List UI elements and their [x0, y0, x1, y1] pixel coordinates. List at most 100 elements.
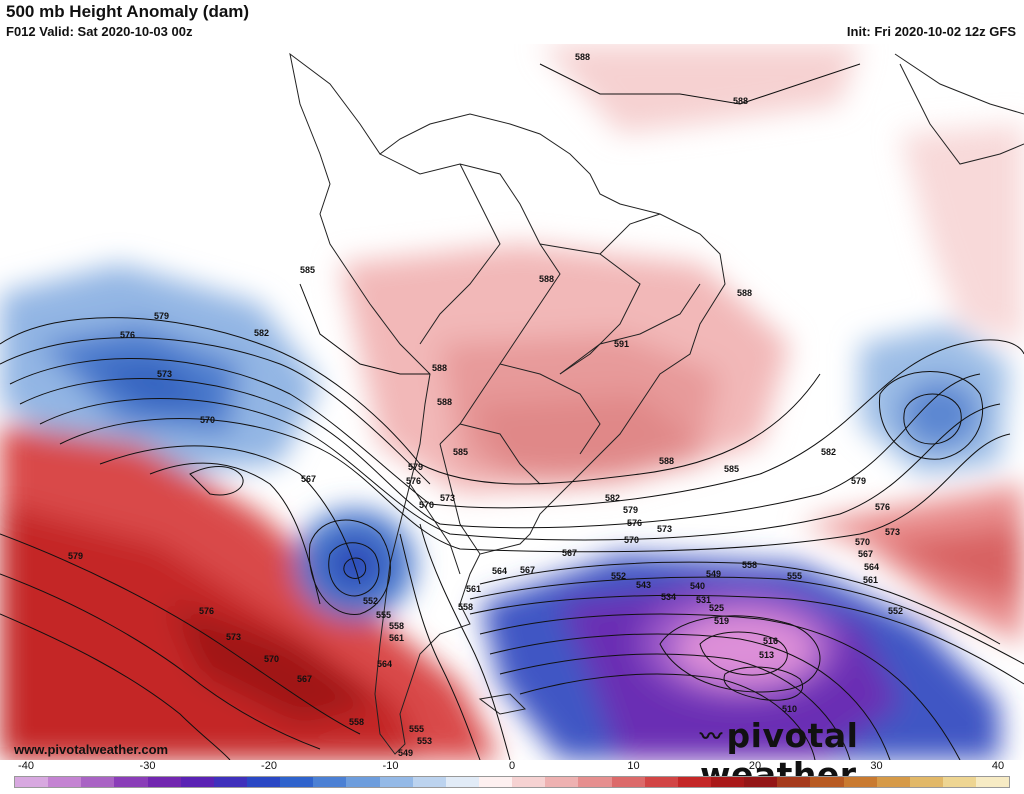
- contour-label: 558: [349, 717, 364, 727]
- contour-label: 561: [466, 584, 481, 594]
- colorbar-swatch: [147, 777, 181, 787]
- contour-label: 552: [611, 571, 626, 581]
- contour-label: 576: [406, 476, 421, 486]
- contour-label: 561: [389, 633, 404, 643]
- contour-label: 576: [875, 502, 890, 512]
- contour-label: 573: [657, 524, 672, 534]
- coastlines: [289, 52, 1024, 755]
- header: 500 mb Height Anomaly (dam) F012 Valid: …: [0, 0, 1024, 44]
- colorbar-tick-label: -10: [382, 760, 399, 772]
- map-panel: 588 588 585 588 588 591 588 579 582 576 …: [0, 44, 1024, 760]
- colorbar-swatch: [710, 777, 745, 787]
- colorbar-swatch: [942, 777, 977, 787]
- contour-label: 558: [742, 560, 757, 570]
- colorbar: [14, 776, 1010, 788]
- colorbar-swatch: [876, 777, 910, 787]
- valid-time: F012 Valid: Sat 2020-10-03 00z: [6, 24, 193, 39]
- contour-label: 534: [661, 592, 676, 602]
- contour-label: 510: [782, 704, 797, 714]
- colorbar-swatch: [48, 777, 82, 787]
- colorbar-swatch: [611, 777, 645, 787]
- contour-label: 579: [851, 476, 866, 486]
- contour-label: 576: [199, 606, 214, 616]
- colorbar-swatch: [81, 777, 115, 787]
- contour-label: 555: [376, 610, 391, 620]
- contour-label: 588: [733, 96, 748, 106]
- contour-label: 582: [605, 493, 620, 503]
- contour-label: 516: [763, 636, 778, 646]
- colorbar-swatch: [677, 777, 711, 787]
- colorbar-swatch: [545, 777, 579, 787]
- height-contours: [0, 63, 1024, 760]
- colorbar-swatch: [213, 777, 247, 787]
- contour-label: 549: [398, 748, 413, 758]
- contour-label: 591: [614, 339, 629, 349]
- colorbar-swatch: [379, 777, 413, 787]
- contour-label: 555: [787, 571, 802, 581]
- contour-labels: 588 588 585 588 588 591 588 579 582 576 …: [68, 52, 903, 758]
- contour-label: 543: [636, 580, 651, 590]
- contour-label: 540: [690, 581, 705, 591]
- init-time: Init: Fri 2020-10-02 12z GFS: [846, 24, 1016, 39]
- colorbar-tick-label: 40: [991, 760, 1005, 772]
- colorbar-swatch: [843, 777, 877, 787]
- colorbar-swatch: [810, 777, 844, 787]
- colorbar-swatch: [280, 777, 314, 787]
- contour-label: 588: [432, 363, 447, 373]
- colorbar-tick-label: 20: [748, 760, 762, 772]
- pivotal-weather-logo-icon: 〰: [700, 725, 723, 750]
- colorbar-swatch: [346, 777, 380, 787]
- contour-label: 564: [492, 566, 507, 576]
- colorbar-swatch: [976, 777, 1010, 787]
- contour-label: 585: [724, 464, 739, 474]
- contour-label: 558: [389, 621, 404, 631]
- contour-label: 588: [737, 288, 752, 298]
- contour-label: 570: [200, 415, 215, 425]
- contour-label: 579: [408, 462, 423, 472]
- contour-label: 573: [157, 369, 172, 379]
- contour-label: 513: [759, 650, 774, 660]
- contour-label: 570: [419, 500, 434, 510]
- contour-label: 570: [624, 535, 639, 545]
- contour-label: 549: [706, 569, 721, 579]
- map-title: 500 mb Height Anomaly (dam): [6, 2, 250, 21]
- contour-label: 564: [377, 659, 392, 669]
- colorbar-swatch: [478, 777, 513, 787]
- contour-label: 588: [659, 456, 674, 466]
- colorbar-swatch: [644, 777, 678, 787]
- contour-label: 573: [440, 493, 455, 503]
- contour-label: 573: [885, 527, 900, 537]
- colorbar-swatch: [578, 777, 612, 787]
- contour-label: 567: [297, 674, 312, 684]
- contour-label: 576: [627, 518, 642, 528]
- contour-label: 585: [300, 265, 315, 275]
- colorbar-tick-label: -40: [18, 760, 34, 772]
- contour-label: 553: [417, 736, 432, 746]
- colorbar-swatch: [180, 777, 214, 787]
- contour-label: 558: [458, 602, 473, 612]
- colorbar-labels: -40 -30 -20 -10 0 10 20 30 40: [14, 760, 1010, 774]
- colorbar-swatch: [445, 777, 479, 787]
- contour-label: 567: [858, 549, 873, 559]
- colorbar-tick-label: -20: [261, 760, 277, 772]
- colorbar-swatch: [512, 777, 546, 787]
- contour-label: 525: [709, 603, 724, 613]
- contour-label: 588: [437, 397, 452, 407]
- colorbar-tick-label: 0: [508, 760, 516, 772]
- colorbar-tick-label: 10: [627, 760, 640, 772]
- contour-label: 570: [855, 537, 870, 547]
- anomaly-map: 588 588 585 588 588 591 588 579 582 576 …: [0, 44, 1024, 760]
- contour-label: 582: [254, 328, 269, 338]
- contour-label: 573: [226, 632, 241, 642]
- colorbar-tick-label: 30: [870, 760, 883, 772]
- contour-label: 567: [301, 474, 316, 484]
- contour-label: 555: [409, 724, 424, 734]
- contour-label: 561: [863, 575, 878, 585]
- colorbar-swatch: [246, 777, 281, 787]
- contour-label: 576: [120, 330, 135, 340]
- contour-label: 552: [363, 596, 378, 606]
- contour-label: 519: [714, 616, 729, 626]
- contour-label: 531: [696, 595, 711, 605]
- contour-label: 570: [264, 654, 279, 664]
- contour-label: 582: [821, 447, 836, 457]
